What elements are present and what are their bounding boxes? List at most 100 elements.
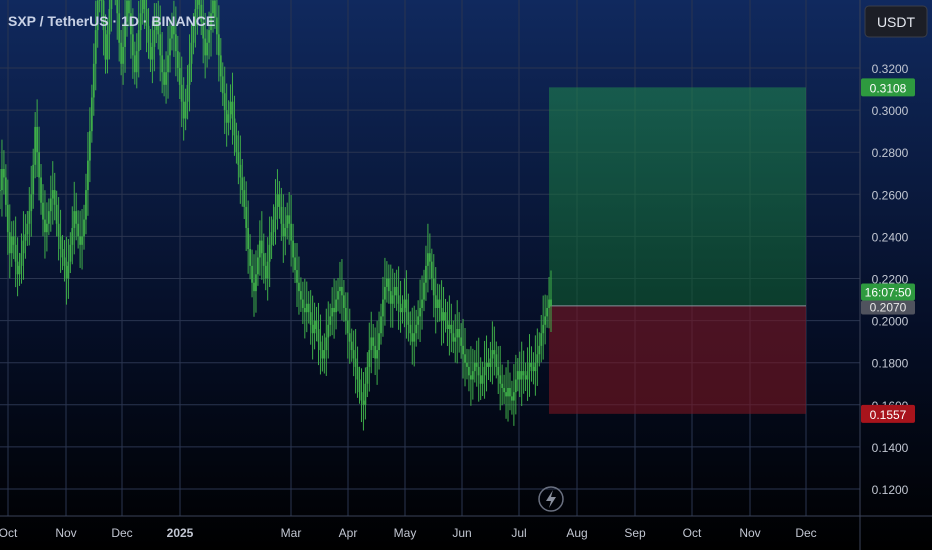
candle-body: [133, 55, 136, 73]
candle-body: [215, 17, 218, 35]
candle-body: [270, 232, 273, 245]
target-price-tag-bg: [861, 78, 915, 97]
candle-body: [421, 299, 423, 308]
candle-body: [20, 253, 23, 266]
candle-body: [243, 190, 246, 207]
candle-body: [432, 278, 435, 296]
candle-body: [303, 307, 306, 313]
candle-body: [487, 362, 490, 367]
candle-body: [313, 320, 316, 334]
candle-body: [405, 299, 408, 313]
candle-body: [511, 396, 513, 401]
candle-body: [290, 223, 293, 241]
candle-body: [475, 362, 478, 367]
candle-body: [454, 337, 457, 342]
candle-body: [317, 329, 320, 342]
candle-body: [139, 13, 142, 31]
candle-body: [493, 350, 496, 355]
candle-body: [221, 76, 224, 94]
candle-body: [411, 333, 414, 342]
candle-body: [266, 261, 269, 279]
candle-body: [428, 253, 431, 262]
candle-body: [8, 232, 11, 254]
candle-body: [325, 337, 328, 351]
currency-button[interactable]: USDT: [864, 5, 928, 38]
x-tick-label: May: [394, 526, 417, 540]
candle-body: [57, 223, 60, 237]
candle-body: [370, 337, 373, 351]
profit-zone: [549, 87, 806, 306]
candle-body: [135, 51, 138, 73]
candle-body: [260, 240, 263, 254]
candle-body: [352, 350, 355, 359]
candle-body: [360, 392, 363, 401]
candle-body: [282, 223, 285, 237]
candle-body: [214, 0, 216, 18]
candle-body: [376, 350, 379, 359]
candle-body: [47, 211, 50, 224]
candle-body: [69, 244, 72, 262]
candle-body: [102, 0, 105, 31]
candle-body: [532, 366, 535, 372]
candle-body: [483, 366, 486, 376]
candle-body: [110, 0, 113, 10]
x-tick-label: Nov: [739, 526, 760, 540]
candle-body: [342, 295, 345, 308]
candle-body: [538, 345, 541, 355]
candle-body: [407, 312, 410, 325]
candle-body: [528, 362, 531, 372]
candle-body: [276, 194, 279, 207]
candle-body: [77, 223, 80, 237]
candle-body: [448, 324, 451, 330]
candle-body: [184, 101, 187, 119]
candle-body: [237, 152, 240, 165]
candle-body: [251, 265, 253, 283]
candle-body: [366, 366, 369, 384]
candle-body: [157, 17, 160, 35]
candle-body: [481, 375, 484, 384]
candle-body: [194, 9, 197, 26]
candle-body: [341, 286, 343, 296]
candle-body: [327, 324, 330, 338]
candle-body: [530, 362, 533, 367]
candle-body: [430, 261, 433, 279]
candle-body: [51, 190, 54, 199]
candle-body: [337, 291, 339, 300]
y-tick-label: 0.1400: [872, 441, 909, 455]
candle-body: [229, 101, 232, 115]
candle-body: [319, 341, 322, 351]
candle-body: [257, 257, 259, 275]
candle-body: [536, 354, 539, 363]
candle-body: [384, 286, 386, 300]
candle-body: [85, 190, 87, 220]
candle-body: [204, 38, 207, 56]
candle-body: [425, 265, 427, 283]
candle-body: [75, 211, 78, 224]
candle-body: [141, 0, 144, 14]
candle-body: [1, 169, 3, 191]
x-tick-label: Aug: [566, 526, 587, 540]
candle-body: [169, 38, 171, 56]
candle-body: [53, 190, 56, 205]
candle-body: [192, 25, 195, 43]
entry-price-bg: [861, 300, 915, 315]
candle-body: [153, 30, 156, 47]
candle-body: [130, 13, 132, 35]
candle-body: [305, 303, 308, 313]
x-tick-label: Mar: [281, 526, 302, 540]
candle-body: [272, 219, 275, 233]
candle-body: [468, 366, 470, 376]
candle-body: [452, 333, 455, 342]
candle-body: [374, 345, 377, 359]
candle-body: [206, 42, 209, 56]
candle-body: [145, 9, 148, 26]
candle-body: [491, 350, 494, 359]
candle-body: [548, 299, 550, 308]
candle-body: [202, 21, 205, 39]
candle-body: [108, 9, 111, 35]
replay-button[interactable]: [538, 486, 564, 512]
candle-body: [161, 55, 164, 73]
candle-body: [30, 194, 33, 212]
candle-body: [385, 278, 388, 287]
